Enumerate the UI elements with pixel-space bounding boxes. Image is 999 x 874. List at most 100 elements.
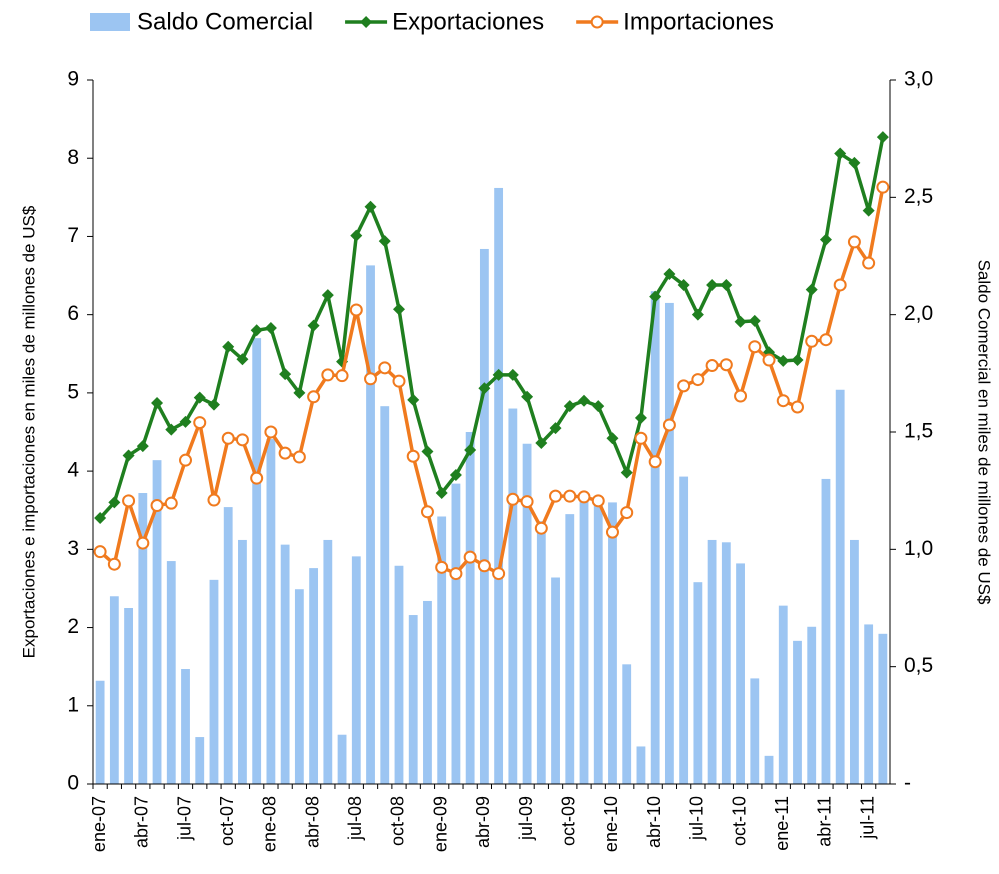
x-tick-label: ene-08 [260, 796, 280, 852]
x-tick-label: abr-09 [473, 796, 493, 848]
legend-label: Importaciones [623, 8, 774, 35]
legend-label: Exportaciones [392, 8, 544, 35]
point [164, 496, 178, 510]
y-tick-label: 1 [67, 693, 79, 716]
bar [693, 582, 703, 784]
point [321, 368, 335, 382]
point [662, 418, 676, 432]
point [691, 308, 704, 321]
point [136, 440, 149, 453]
point [521, 390, 534, 403]
bar [437, 516, 447, 784]
point [791, 354, 804, 367]
point [634, 431, 648, 445]
bar [707, 539, 717, 784]
bar [181, 669, 190, 784]
bar [636, 746, 646, 784]
point [862, 204, 875, 217]
point [862, 256, 876, 270]
point [293, 386, 306, 399]
point [350, 229, 363, 242]
point [221, 431, 235, 445]
legend-label: Saldo Comercial [137, 8, 313, 35]
point [292, 450, 306, 464]
point [535, 436, 548, 449]
bar [721, 542, 731, 784]
point [449, 469, 462, 482]
point [506, 492, 520, 506]
x-tick-label: jul-11 [857, 796, 877, 840]
bar [864, 624, 874, 784]
point [151, 397, 164, 410]
point [620, 466, 633, 479]
x-tick-label: abr-08 [302, 796, 322, 848]
y-tick-label: 8 [67, 146, 79, 169]
point [307, 390, 321, 404]
point [279, 368, 292, 381]
y2-tick-label: 1,5 [904, 420, 933, 443]
point [634, 411, 647, 424]
bar [323, 539, 333, 784]
point [421, 445, 434, 458]
point [136, 536, 150, 550]
y-tick-label: 4 [67, 459, 79, 482]
point [748, 340, 762, 354]
bar [551, 577, 560, 784]
point [307, 319, 320, 332]
point [392, 374, 406, 388]
bar [166, 561, 176, 784]
point [122, 494, 136, 508]
point [321, 289, 334, 302]
point [734, 315, 747, 328]
bar [679, 476, 689, 784]
point [805, 334, 819, 348]
point [165, 423, 178, 436]
point [833, 278, 847, 292]
legend-swatch [90, 13, 130, 31]
bar [238, 539, 247, 784]
bar [209, 579, 219, 784]
point [250, 471, 264, 485]
point [748, 314, 761, 327]
point [549, 489, 563, 503]
y2-tick-label: - [904, 772, 911, 795]
point [179, 415, 192, 428]
bar [750, 678, 760, 784]
bar [565, 514, 575, 784]
x-tick-label: abr-07 [132, 796, 152, 848]
point [776, 394, 790, 408]
legend-marker [360, 16, 373, 28]
bar [664, 302, 674, 784]
point [235, 433, 249, 447]
point [435, 487, 448, 500]
point [236, 353, 249, 366]
point [93, 545, 107, 559]
x-tick-label: jul-09 [516, 796, 536, 841]
point [435, 560, 449, 574]
bar [821, 478, 831, 784]
bar [835, 389, 845, 784]
point [207, 493, 221, 507]
bar [451, 483, 461, 784]
point [805, 283, 818, 296]
y2-tick-label: 2,0 [904, 302, 933, 325]
point [677, 379, 691, 393]
point [478, 382, 491, 395]
point [108, 496, 121, 509]
point [606, 432, 619, 445]
point [705, 359, 719, 373]
bar [309, 568, 319, 784]
point [464, 443, 477, 456]
bar [124, 608, 133, 784]
point [406, 449, 420, 463]
bar [138, 493, 148, 784]
bar [536, 521, 546, 784]
point [506, 368, 519, 381]
point [193, 391, 206, 404]
point [378, 235, 391, 248]
bar [593, 504, 603, 784]
x-tick-label: abr-10 [644, 796, 664, 848]
x-tick-label: ene-10 [601, 796, 621, 852]
bar [479, 248, 489, 784]
bar [494, 187, 504, 785]
